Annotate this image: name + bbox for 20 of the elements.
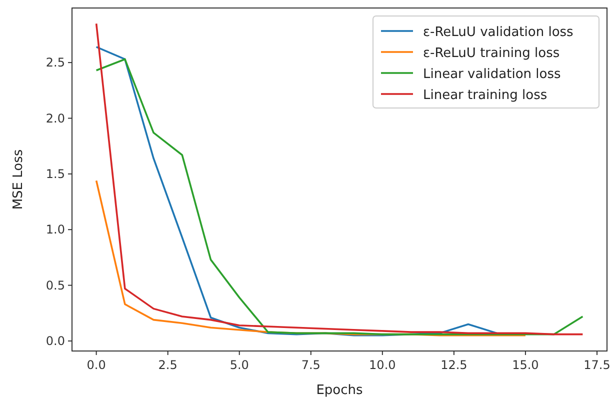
y-tick-label: 2.0 [46, 111, 65, 126]
x-tick-label: 12.5 [440, 358, 468, 372]
x-tick-label: 2.5 [158, 358, 178, 372]
y-tick-label: 1.5 [46, 166, 65, 181]
legend-label: Linear training loss [423, 88, 548, 103]
y-tick-label: 0.0 [46, 334, 65, 348]
x-tick-label: 10.0 [369, 358, 396, 372]
x-tick-label: 7.5 [301, 358, 320, 372]
x-tick-label: 5.0 [230, 358, 249, 372]
y-tick-label: 2.5 [46, 56, 65, 70]
y-tick-label: 1.0 [46, 222, 65, 237]
x-tick-label: 17.5 [584, 358, 610, 372]
legend-label: ε-ReLuU validation loss [423, 25, 574, 40]
legend-label: ε-ReLuU training loss [423, 46, 560, 61]
y-axis-title: MSE Loss [11, 149, 26, 210]
legend-label: Linear validation loss [423, 67, 562, 82]
y-tick-label: 0.5 [46, 278, 65, 292]
x-tick-label: 15.0 [512, 358, 539, 372]
x-tick-label: 0.0 [86, 358, 106, 372]
x-axis-title: Epochs [316, 383, 364, 398]
